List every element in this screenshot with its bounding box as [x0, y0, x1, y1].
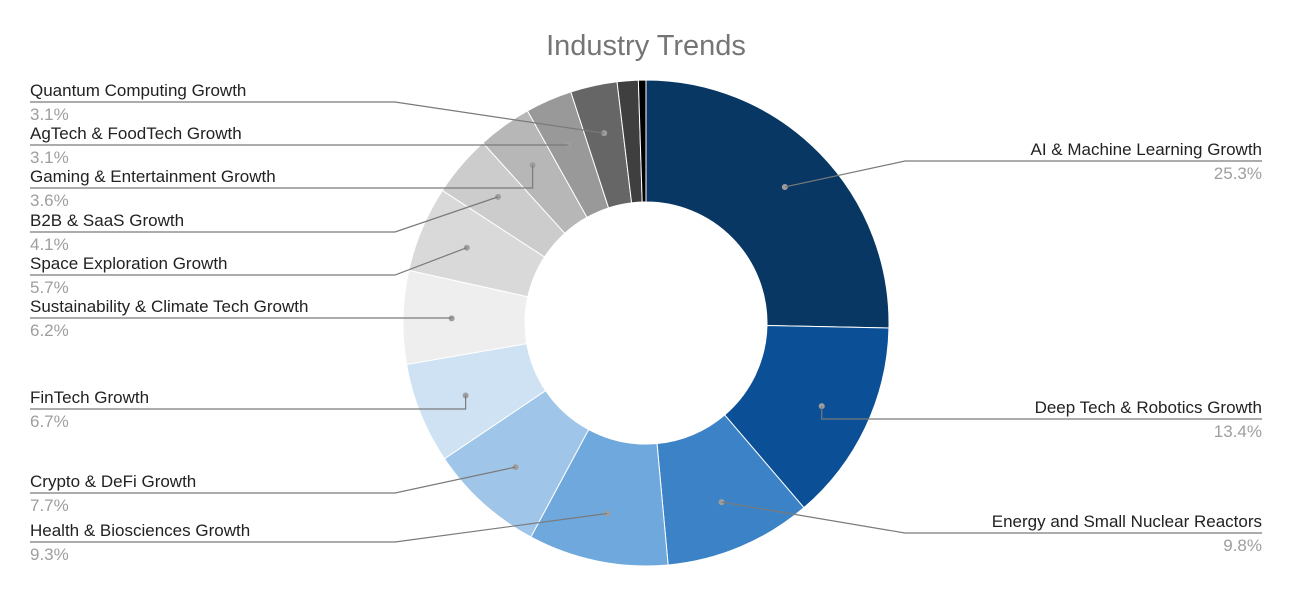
- leader-line-health-and-biosciences-growth: [30, 512, 608, 543]
- leader-line-crypto-and-defi-growth: [30, 466, 516, 494]
- leader-line-space-exploration-growth: [30, 247, 467, 276]
- slice-label-b2b-and-saas-growth: B2B & SaaS Growth: [30, 211, 184, 230]
- slice-labels: AI & Machine Learning Growth 25.3% Deep Te…: [30, 81, 1262, 564]
- slice-label-ai-and-machine-learning-growth: AI & Machine Learning Growth: [1030, 140, 1262, 159]
- slice-small-segment-13: [637, 79, 647, 203]
- slice-value-deep-tech-and-robotics-growth: 13.4%: [1214, 422, 1262, 441]
- slice-value-gaming-and-entertainment-growth: 3.6%: [30, 191, 69, 210]
- slice-label-gaming-and-entertainment-growth: Gaming & Entertainment Growth: [30, 167, 276, 186]
- slice-value-fintech-growth: 6.7%: [30, 412, 69, 431]
- slice-label-sustainability-and-climate-tech-growth: Sustainability & Climate Tech Growth: [30, 297, 308, 316]
- slice-ai-and-machine-learning-growth: [645, 79, 890, 329]
- slice-value-ai-and-machine-learning-growth: 25.3%: [1214, 164, 1262, 183]
- slice-label-fintech-growth: FinTech Growth: [30, 388, 149, 407]
- leader-line-energy-and-small-nuclear-reactors: [721, 501, 1262, 534]
- leader-line-deep-tech-and-robotics-growth: [821, 406, 1262, 420]
- slice-label-energy-and-small-nuclear-reactors: Energy and Small Nuclear Reactors: [992, 512, 1262, 531]
- chart-title: Industry Trends: [546, 30, 746, 62]
- leader-line-fintech-growth: [30, 395, 467, 410]
- leader-line-ai-and-machine-learning-growth: [784, 160, 1262, 188]
- slice-value-energy-and-small-nuclear-reactors: 9.8%: [1223, 536, 1262, 555]
- leader-line-quantum-computing-growth: [30, 101, 605, 134]
- slice-label-crypto-and-defi-growth: Crypto & DeFi Growth: [30, 472, 196, 491]
- slice-value-agtech-and-foodtech-growth: 3.1%: [30, 148, 69, 167]
- leader-line-b2b-and-saas-growth: [30, 196, 499, 233]
- slice-value-space-exploration-growth: 5.7%: [30, 278, 69, 297]
- slice-label-agtech-and-foodtech-growth: AgTech & FoodTech Growth: [30, 124, 242, 143]
- slice-value-quantum-computing-growth: 3.1%: [30, 105, 69, 124]
- slice-label-deep-tech-and-robotics-growth: Deep Tech & Robotics Growth: [1035, 398, 1262, 417]
- slice-label-quantum-computing-growth: Quantum Computing Growth: [30, 81, 246, 100]
- slice-label-space-exploration-growth: Space Exploration Growth: [30, 254, 228, 273]
- slice-value-sustainability-and-climate-tech-growth: 6.2%: [30, 321, 69, 340]
- slice-value-health-and-biosciences-growth: 9.3%: [30, 545, 69, 564]
- slice-value-b2b-and-saas-growth: 4.1%: [30, 235, 69, 254]
- slice-label-health-and-biosciences-growth: Health & Biosciences Growth: [30, 521, 250, 540]
- leader-line-gaming-and-entertainment-growth: [30, 165, 534, 189]
- donut-slices: [402, 79, 890, 567]
- slice-value-crypto-and-defi-growth: 7.7%: [30, 496, 69, 515]
